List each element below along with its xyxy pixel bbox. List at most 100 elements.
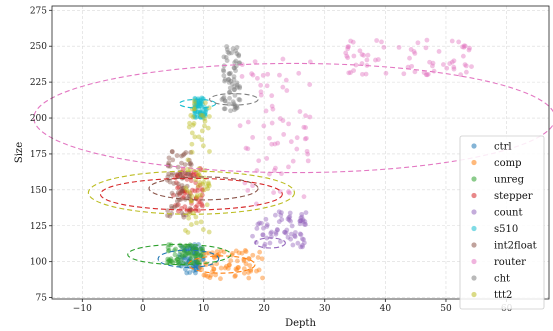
data-point — [186, 250, 192, 256]
data-point — [451, 66, 457, 72]
data-point — [237, 85, 243, 91]
data-point — [177, 169, 183, 175]
data-point — [267, 240, 273, 246]
data-point — [227, 85, 233, 91]
data-point — [192, 261, 198, 267]
data-point — [294, 146, 300, 152]
data-point — [194, 114, 199, 120]
data-point — [169, 149, 175, 155]
y-axis-label: Size — [14, 142, 25, 163]
data-point — [185, 157, 191, 163]
data-point — [222, 78, 228, 84]
data-point — [199, 98, 204, 104]
data-point — [199, 105, 205, 110]
data-point — [187, 161, 193, 167]
data-point — [198, 253, 204, 259]
data-point — [185, 171, 190, 177]
data-point — [175, 185, 180, 191]
data-point — [196, 134, 202, 140]
data-point — [176, 184, 182, 190]
data-point — [226, 50, 232, 56]
data-point — [200, 101, 205, 107]
data-point — [275, 140, 281, 146]
data-point — [193, 180, 199, 186]
data-point — [221, 73, 227, 79]
data-point — [195, 171, 201, 177]
cluster-ellipse — [148, 176, 259, 201]
data-point — [268, 230, 274, 236]
data-point — [222, 265, 228, 271]
legend-marker — [471, 242, 477, 248]
cluster-ellipse — [187, 255, 256, 274]
data-point — [181, 245, 186, 251]
data-point — [207, 149, 212, 154]
data-point — [379, 39, 384, 45]
cluster-ellipse — [157, 249, 220, 268]
data-point — [243, 145, 249, 151]
data-point — [203, 109, 208, 115]
data-point — [246, 275, 252, 281]
data-point — [172, 204, 177, 210]
data-point — [258, 89, 264, 95]
data-point — [269, 93, 275, 99]
data-point — [232, 60, 238, 65]
data-point — [258, 82, 264, 88]
data-point — [190, 245, 196, 251]
legend-marker — [471, 192, 477, 199]
data-point — [447, 61, 453, 66]
data-point — [202, 123, 207, 129]
data-point — [236, 52, 242, 58]
data-point — [307, 114, 313, 120]
data-point — [250, 135, 256, 140]
data-point — [206, 181, 211, 187]
data-point — [232, 87, 237, 93]
data-point — [192, 109, 198, 115]
data-point — [430, 63, 435, 69]
data-point — [198, 195, 204, 201]
data-point — [168, 258, 173, 264]
data-point — [412, 51, 418, 56]
data-point — [195, 102, 200, 108]
data-point — [194, 253, 199, 259]
data-point — [191, 268, 196, 273]
legend-label: s510 — [494, 224, 518, 235]
data-point — [200, 246, 206, 251]
data-point — [430, 60, 436, 66]
data-point — [195, 264, 200, 270]
data-point — [183, 185, 189, 191]
data-point — [232, 107, 237, 113]
data-point — [188, 207, 194, 213]
data-point — [226, 262, 232, 268]
data-point — [226, 101, 232, 107]
data-point — [175, 190, 181, 195]
data-point — [261, 225, 266, 231]
data-point — [182, 266, 188, 272]
data-point — [255, 255, 261, 260]
data-point — [350, 39, 356, 45]
x-tick-label: 10 — [198, 304, 210, 314]
data-point — [182, 170, 188, 176]
data-point — [252, 59, 258, 65]
data-point — [187, 193, 192, 199]
data-point — [178, 257, 184, 263]
data-point — [297, 109, 303, 114]
data-point — [181, 194, 187, 200]
data-point — [283, 230, 289, 236]
data-point — [186, 193, 192, 199]
data-point — [234, 80, 240, 86]
data-point — [170, 192, 176, 198]
cluster-ellipse — [209, 93, 259, 106]
data-point — [298, 218, 304, 224]
data-point — [189, 130, 195, 136]
data-point — [277, 72, 282, 78]
data-point — [183, 212, 189, 218]
x-axis-ticks: −100102030405060 — [73, 299, 513, 314]
data-point — [177, 252, 183, 258]
data-point — [374, 38, 380, 43]
data-point — [205, 125, 211, 131]
data-point — [191, 106, 197, 112]
data-point — [196, 172, 202, 178]
data-point — [194, 220, 199, 226]
data-point — [192, 99, 198, 105]
data-point — [301, 240, 307, 246]
